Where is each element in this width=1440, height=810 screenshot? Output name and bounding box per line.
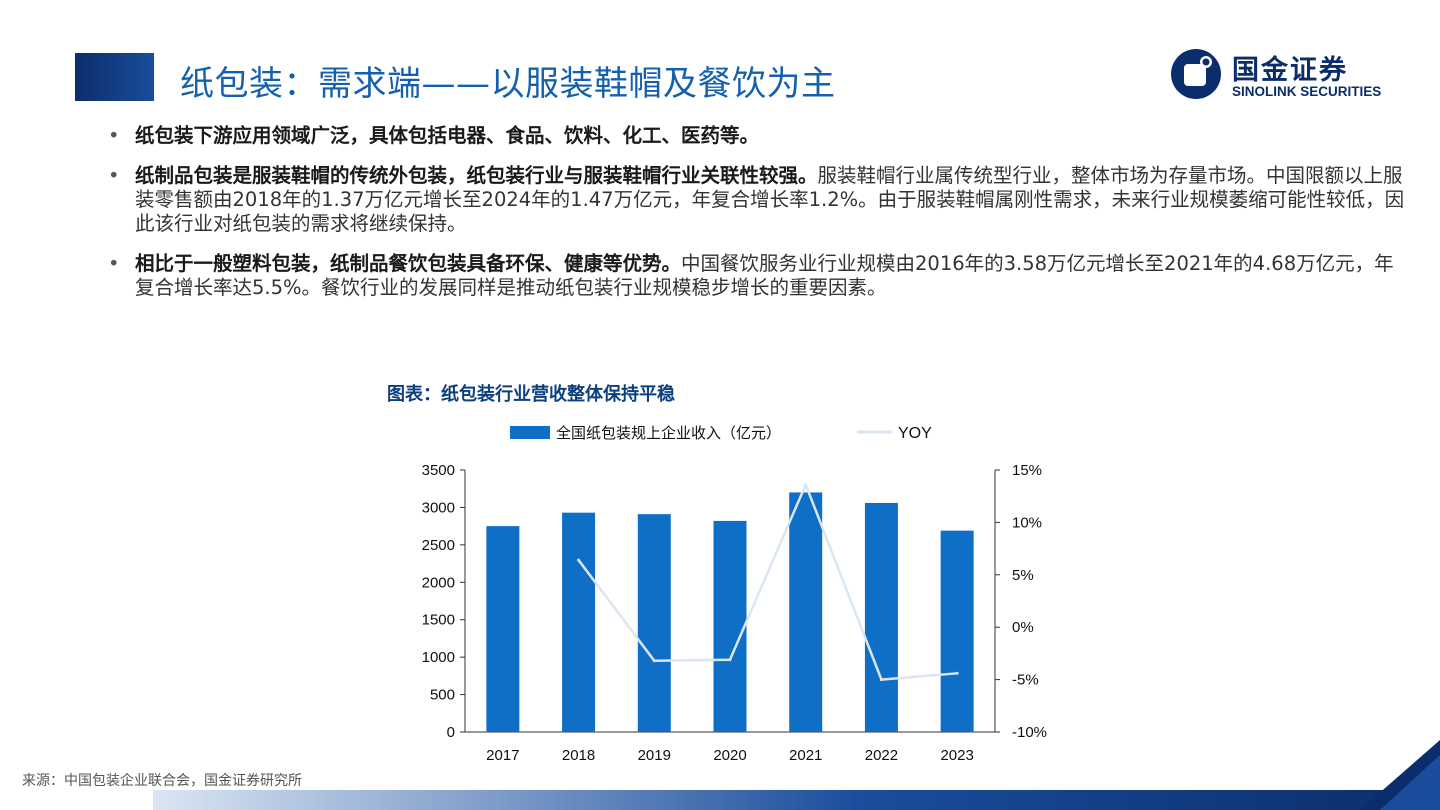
yoy-point-2023 xyxy=(955,671,959,675)
logo-text-cn: 国金证券 xyxy=(1232,55,1348,86)
bullet-text: 中国餐饮服务业行业规模由2016年的3.58万亿元增长至2021年的4.68万亿… xyxy=(135,252,1394,299)
chart-title: 图表：纸包装行业营收整体保持平稳 xyxy=(387,384,675,405)
bullet-dot: • xyxy=(108,124,120,147)
y-left-tick-label: 2000 xyxy=(422,574,455,591)
bullet-list: • 纸包装下游应用领域广泛，具体包括电器、食品、饮料、化工、医药等。 • 纸制品包装… xyxy=(108,124,1408,316)
bar-2017 xyxy=(486,526,520,732)
x-tick-label: 2019 xyxy=(638,747,671,764)
x-tick-label: 2018 xyxy=(562,747,595,764)
title-accent-block xyxy=(75,53,154,101)
yoy-line xyxy=(577,483,958,681)
y-left-tick-label: 1500 xyxy=(422,612,455,629)
logo-text-en: SINOLINK SECURITIES xyxy=(1232,84,1382,99)
y-right-tick-label: 15% xyxy=(1012,462,1042,479)
bullet-bold-text: 相比于一般塑料包装，纸制品餐饮包装具备环保、健康等优势。 xyxy=(135,252,682,275)
footer-corner-decoration xyxy=(1360,740,1440,810)
y-right-tick-label: 10% xyxy=(1012,514,1042,531)
bar-2019 xyxy=(637,514,671,732)
bullet-item: • 纸包装下游应用领域广泛，具体包括电器、食品、饮料、化工、医药等。 xyxy=(108,124,1408,148)
bar-2023 xyxy=(940,530,974,732)
bar-2020 xyxy=(713,520,747,732)
bullet-dot: • xyxy=(108,164,120,187)
y-left-tick-label: 3000 xyxy=(422,499,455,516)
y-left-tick-label: 2500 xyxy=(422,537,455,554)
y-left-tick-label: 3500 xyxy=(422,462,455,479)
company-logo: 国金证券 SINOLINK SECURITIES xyxy=(1170,48,1410,102)
y-left-tick-label: 1000 xyxy=(422,649,455,666)
y-right-tick-label: -10% xyxy=(1012,724,1047,741)
yoy-point-2021 xyxy=(804,483,808,487)
x-tick-label: 2021 xyxy=(789,747,822,764)
bullet-item: • 相比于一般塑料包装，纸制品餐饮包装具备环保、健康等优势。中国餐饮服务业行业规模… xyxy=(108,252,1408,300)
x-tick-label: 2017 xyxy=(486,747,519,764)
y-left-tick-label: 0 xyxy=(447,724,455,741)
legend-swatch-revenue xyxy=(510,426,550,439)
revenue-chart: 0 500 1000 1500 2000 2500 3000 3500 -10% -5% 0% 5% 1… xyxy=(422,424,1047,764)
bullet-text: 服装鞋帽行业属传统型行业，整体市场为存量市场。中国限额以上服装零售额由2018年… xyxy=(135,164,1405,235)
bullet-bold-text: 纸制品包装是服装鞋帽的传统外包装，纸包装行业与服装鞋帽行业关联性较强。 xyxy=(135,164,818,187)
y-left-tick-label: 500 xyxy=(430,687,455,704)
legend-label-yoy: YOY xyxy=(898,425,932,442)
page-title: 纸包装：需求端——以服装鞋帽及餐饮为主 xyxy=(180,64,836,104)
sinolink-logo-icon xyxy=(1171,49,1221,99)
y-right-tick-label: -5% xyxy=(1012,672,1039,689)
bullet-item: • 纸制品包装是服装鞋帽的传统外包装，纸包装行业与服装鞋帽行业关联性较强。服装鞋帽… xyxy=(108,164,1408,236)
legend-label-revenue: 全国纸包装规上企业收入（亿元） xyxy=(556,424,781,442)
bullet-dot: • xyxy=(108,252,120,275)
source-note: 来源：中国包装企业联合会，国金证券研究所 xyxy=(22,773,302,789)
yoy-point-2022 xyxy=(879,678,883,682)
x-tick-label: 2023 xyxy=(940,747,973,764)
y-right-tick-label: 0% xyxy=(1012,619,1034,636)
yoy-point-2018 xyxy=(577,558,581,562)
bar-2021 xyxy=(789,492,823,732)
bar-2018 xyxy=(562,512,596,732)
x-tick-label: 2022 xyxy=(865,747,898,764)
footer-bar xyxy=(153,790,1440,810)
yoy-point-2019 xyxy=(652,659,656,663)
x-tick-label: 2020 xyxy=(713,747,746,764)
y-right-tick-label: 5% xyxy=(1012,567,1034,584)
yoy-point-2020 xyxy=(728,658,732,662)
bar-2022 xyxy=(864,502,898,732)
bullet-bold-text: 纸包装下游应用领域广泛，具体包括电器、食品、饮料、化工、医药等。 xyxy=(135,124,760,147)
